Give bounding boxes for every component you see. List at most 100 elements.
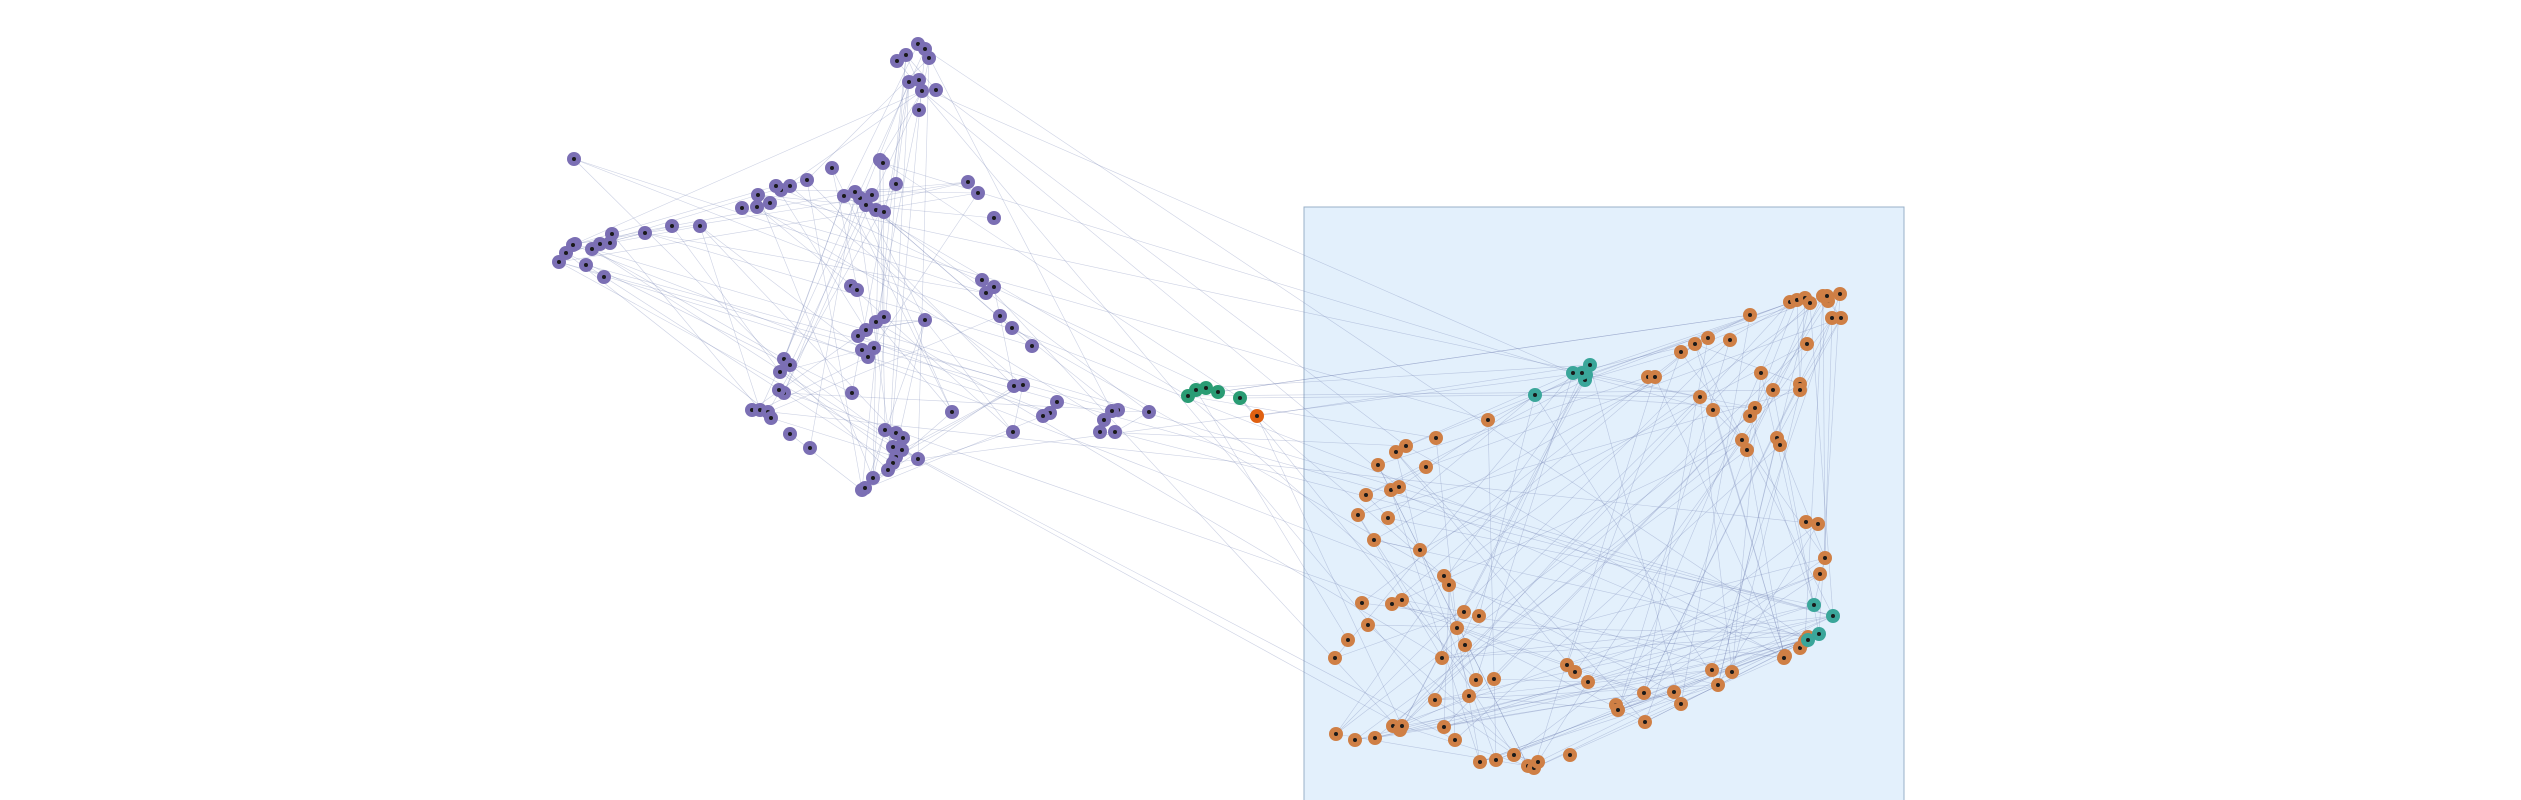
graph-edge (1584, 351, 1682, 381)
node-core (1400, 724, 1404, 728)
graph-edge (1205, 364, 1591, 389)
node-core (1098, 430, 1102, 434)
graph-edge (1694, 343, 1801, 385)
graph-edge (574, 191, 856, 245)
graph-edge (1615, 557, 1826, 706)
graph-edge (1776, 317, 1842, 439)
graph-edge (1195, 389, 1349, 641)
graph-edge (1731, 372, 1762, 673)
graph-edge (1391, 343, 1696, 605)
node-core (1238, 396, 1242, 400)
graph-edge (917, 57, 930, 460)
node-core (917, 108, 921, 112)
graph-edge (751, 409, 1819, 525)
graph-edge (1654, 376, 1785, 659)
node-core (874, 320, 878, 324)
node-core (1434, 436, 1438, 440)
graph-edge (1533, 655, 1786, 769)
graph-edge (1419, 343, 1808, 551)
node-core (966, 180, 970, 184)
graph-edge (1256, 364, 1591, 417)
graph-edge (872, 429, 886, 479)
node-core (895, 59, 899, 63)
node-core (856, 334, 860, 338)
graph-edge (905, 54, 937, 91)
node-core (768, 201, 772, 205)
graph-edge (1809, 302, 1834, 617)
graph-edge (1401, 364, 1591, 727)
graph-edge (783, 81, 910, 394)
node-core (1817, 632, 1821, 636)
graph-edge (1335, 339, 1731, 735)
graph-edge (1711, 293, 1841, 671)
node-core (976, 191, 980, 195)
node-core (1433, 698, 1437, 702)
node-core (1110, 409, 1114, 413)
graph-edge (809, 191, 856, 449)
node-core (883, 428, 887, 432)
node-core (1113, 430, 1117, 434)
graph-edge (1256, 415, 1445, 577)
node-core (1400, 598, 1404, 602)
graph-edge (1354, 449, 1748, 741)
graph-edge (611, 233, 761, 411)
graph-edge (1367, 624, 1535, 769)
graph-edge (1804, 295, 1824, 642)
graph-edge (1448, 584, 1481, 763)
graph-edge (1256, 415, 1403, 727)
graph-edge (767, 183, 897, 413)
graph-edge (1441, 557, 1826, 659)
graph-edge (1617, 573, 1821, 711)
graph-edge (843, 43, 919, 197)
node-core (920, 89, 924, 93)
node-core (1565, 663, 1569, 667)
node-core (900, 448, 904, 452)
node-core (1778, 443, 1782, 447)
graph-edge (1694, 343, 1834, 617)
graph-edge (1443, 604, 1815, 728)
graph-edge (1731, 389, 1801, 673)
graph-edge (1435, 437, 1458, 629)
node-core (1360, 601, 1364, 605)
graph-edge (1239, 394, 1536, 399)
node-core (1366, 623, 1370, 627)
node-core (1373, 736, 1377, 740)
graph-edge (565, 252, 791, 366)
node-core (998, 314, 1002, 318)
node-core (1571, 371, 1575, 375)
graph-edge (872, 54, 907, 479)
graph-edge (1475, 372, 1574, 681)
node-core (916, 457, 920, 461)
graph-edge (783, 90, 923, 394)
node-core (1728, 338, 1732, 342)
node-core (1795, 298, 1799, 302)
node-core (1030, 344, 1034, 348)
node-core (1010, 326, 1014, 330)
graph-edge (806, 179, 863, 491)
graph-edge (901, 384, 1024, 451)
graph-edge (1799, 317, 1842, 385)
node-core (1818, 572, 1822, 576)
node-core (1825, 294, 1829, 298)
graph-edge (882, 162, 1574, 374)
graph-edge (1395, 451, 1421, 551)
graph-edge (1377, 376, 1649, 466)
graph-edge (1585, 374, 1756, 409)
graph-edge (875, 321, 1443, 659)
graph-edge (1779, 444, 1826, 559)
graph-edge (1448, 584, 1456, 741)
graph-edge (1746, 302, 1811, 451)
node-core (1588, 363, 1592, 367)
node-core (860, 348, 864, 352)
node-core (590, 247, 594, 251)
node-core (1041, 414, 1045, 418)
node-core (1442, 725, 1446, 729)
node-core (923, 47, 927, 51)
graph-edge (1217, 314, 1751, 393)
graph-edge (558, 192, 979, 263)
graph-edge (924, 48, 1113, 412)
graph-edge (644, 232, 1033, 347)
graph-edge (854, 191, 953, 413)
graph-edge (1217, 314, 1751, 393)
graph-edge (1533, 376, 1656, 769)
